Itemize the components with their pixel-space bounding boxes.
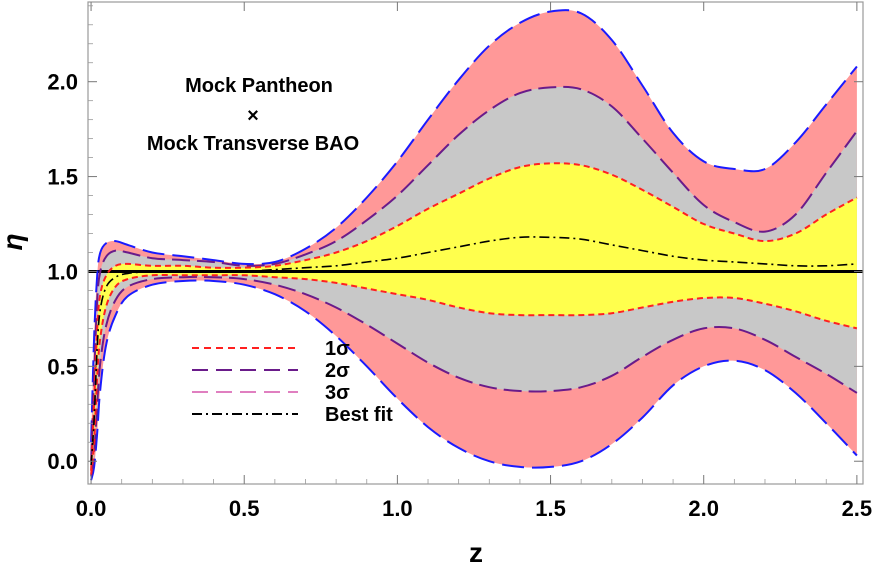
y-axis-label: η xyxy=(0,233,28,250)
curve-upper-2sigma xyxy=(90,85,858,462)
band-1sigma xyxy=(91,163,857,475)
confidence-bands xyxy=(91,10,857,481)
y-tick-label: 2.0 xyxy=(47,70,78,95)
curve-upper-1sigma xyxy=(90,162,858,471)
x-tick-label: 0.5 xyxy=(229,496,260,521)
axis-ticks: 0.0 0.5 1.0 1.5 2.0 2.5 0.0 0.5 1.0 1.5 2.0 xyxy=(47,2,872,521)
x-tick-label: 0.0 xyxy=(76,496,107,521)
legend-label: 1σ xyxy=(325,338,350,360)
y-tick-label: 0.0 xyxy=(47,449,78,474)
y-tick-label: 1.5 xyxy=(47,165,78,190)
curve-best-fit xyxy=(90,236,857,466)
annotation-line3: Mock Transverse BAO xyxy=(147,133,359,155)
annotation-line2: × xyxy=(247,105,259,127)
y-tick-label: 0.5 xyxy=(47,354,78,379)
x-tick-label: 1.0 xyxy=(382,496,413,521)
curve-lower-1sigma xyxy=(90,273,858,475)
legend-label: 3σ xyxy=(325,382,350,404)
plot-frame xyxy=(87,1,864,485)
annotation-line1: Mock Pantheon xyxy=(185,75,333,97)
x-tick-label: 2.5 xyxy=(842,496,872,521)
legend-label: Best fit xyxy=(325,404,393,426)
legend-label: 2σ xyxy=(325,360,350,382)
curve-upper-3sigma xyxy=(90,9,858,443)
x-tick-label: 2.0 xyxy=(688,496,719,521)
plot-border xyxy=(87,1,864,485)
x-tick-label: 1.5 xyxy=(535,496,566,521)
x-axis-label: z xyxy=(469,537,483,568)
curve-lower-3sigma xyxy=(90,279,858,481)
y-tick-label: 1.0 xyxy=(47,259,78,284)
boundary-curves xyxy=(88,9,863,481)
curve-lower-2sigma xyxy=(90,275,858,477)
